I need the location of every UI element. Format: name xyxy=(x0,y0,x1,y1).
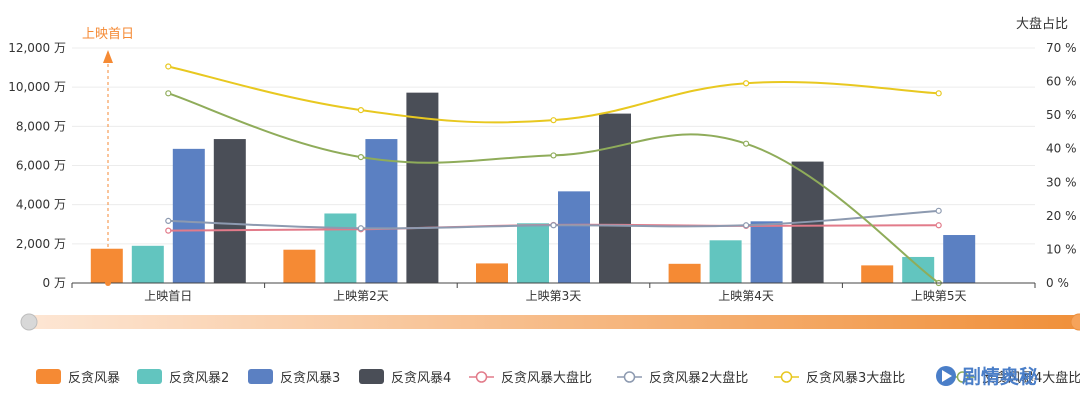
annotation-label: 上映首日 xyxy=(82,27,134,42)
line-point[interactable] xyxy=(550,117,557,124)
bar[interactable] xyxy=(324,213,357,283)
datazoom-slider[interactable] xyxy=(20,313,1080,331)
datazoom-end-handle[interactable] xyxy=(1070,313,1080,331)
legend-label[interactable]: 反贪风暴4 xyxy=(391,371,451,386)
bar[interactable] xyxy=(283,249,316,283)
x-axis-tick-label: 上映第5天 xyxy=(911,289,967,303)
watermark-text: 剧情奥秘 xyxy=(962,365,1038,388)
bar[interactable] xyxy=(750,221,783,283)
legend-swatch[interactable] xyxy=(359,369,384,384)
bar[interactable] xyxy=(558,191,590,283)
right-axis-name: 大盘占比 xyxy=(1016,16,1068,32)
annotation-anchor-dot xyxy=(105,280,111,286)
line-point[interactable] xyxy=(550,152,557,159)
bar[interactable] xyxy=(668,263,701,283)
right-axis-tick-label: 10 % xyxy=(1046,242,1077,256)
line-point[interactable] xyxy=(357,154,364,161)
bar[interactable] xyxy=(172,148,205,283)
bar[interactable] xyxy=(943,235,976,283)
legend-marker[interactable] xyxy=(780,371,793,383)
annotation-arrow-icon xyxy=(103,50,113,63)
bar[interactable] xyxy=(213,139,246,283)
line-point[interactable] xyxy=(935,90,942,97)
line-point[interactable] xyxy=(165,217,172,224)
datazoom-start-handle[interactable] xyxy=(20,313,38,331)
left-axis-tick-label: 12,000 万 xyxy=(8,41,66,55)
x-axis-tick-label: 上映第3天 xyxy=(526,289,582,303)
bar[interactable] xyxy=(861,265,894,283)
left-axis-tick-label: 6,000 万 xyxy=(16,159,66,173)
legend-label[interactable]: 反贪风暴2大盘比 xyxy=(649,370,748,386)
right-axis-tick-label: 20 % xyxy=(1046,209,1077,223)
legend-label[interactable]: 反贪风暴2 xyxy=(169,371,229,386)
line-point[interactable] xyxy=(742,80,750,87)
bar[interactable] xyxy=(406,92,439,284)
watermark: 剧情奥秘 xyxy=(936,365,1038,388)
series-line[interactable] xyxy=(168,65,939,124)
line-point[interactable] xyxy=(165,227,172,234)
legend-marker[interactable] xyxy=(475,371,488,383)
line-point[interactable] xyxy=(935,207,942,214)
line-point[interactable] xyxy=(165,63,172,70)
legend-label[interactable]: 反贪风暴大盘比 xyxy=(501,370,592,386)
x-axis-tick-label: 上映第4天 xyxy=(718,289,774,303)
bar[interactable] xyxy=(599,113,631,284)
left-axis-tick-label: 10,000 万 xyxy=(8,80,66,94)
line-point[interactable] xyxy=(742,140,750,147)
legend-swatch[interactable] xyxy=(248,369,273,384)
right-axis-tick-label: 30 % xyxy=(1046,175,1077,189)
line-point[interactable] xyxy=(357,225,364,232)
bar[interactable] xyxy=(365,139,398,283)
x-axis-tick-label: 上映首日 xyxy=(144,289,192,303)
bar[interactable] xyxy=(709,240,742,283)
first-day-annotation: 上映首日 xyxy=(82,27,134,286)
legend-marker[interactable] xyxy=(956,371,969,383)
line-point[interactable] xyxy=(935,222,942,229)
right-axis-tick-label: 60 % xyxy=(1046,75,1077,89)
left-axis-tick-label: 2,000 万 xyxy=(16,237,66,251)
legend: 反贪风暴 反贪风暴2 反贪风暴3 反贪风暴4 反贪风暴大盘比 反贪风暴2大盘比 反贪风暴3大… xyxy=(36,369,1080,386)
right-axis-tick-label: 0 % xyxy=(1046,276,1069,290)
line-point[interactable] xyxy=(357,107,364,114)
datazoom-track[interactable] xyxy=(28,315,1080,329)
right-axis-tick-label: 40 % xyxy=(1046,142,1077,156)
left-axis-tick-label: 0 万 xyxy=(43,276,66,290)
bar[interactable] xyxy=(476,263,508,283)
legend-label[interactable]: 反贪风暴4大盘比 xyxy=(982,370,1080,386)
play-triangle-icon xyxy=(942,370,952,382)
line-point[interactable] xyxy=(742,222,750,229)
line-point[interactable] xyxy=(550,222,557,229)
right-axis-tick-label: 50 % xyxy=(1046,108,1077,122)
legend-swatch[interactable] xyxy=(36,369,61,384)
left-axis-tick-label: 8,000 万 xyxy=(16,119,66,133)
line-point[interactable] xyxy=(165,90,172,97)
bar[interactable] xyxy=(517,223,549,283)
left-axis-tick-label: 4,000 万 xyxy=(16,198,66,212)
right-axis-tick-label: 70 % xyxy=(1046,41,1077,55)
x-axis-tick-label: 上映第2天 xyxy=(333,289,389,303)
legend-label[interactable]: 反贪风暴3大盘比 xyxy=(806,370,905,386)
bar[interactable] xyxy=(90,248,123,283)
bar[interactable] xyxy=(131,245,164,283)
legend-marker[interactable] xyxy=(623,371,636,383)
legend-label[interactable]: 反贪风暴 xyxy=(68,371,120,386)
legend-label[interactable]: 反贪风暴3 xyxy=(280,371,340,386)
bar[interactable] xyxy=(902,256,935,283)
legend-swatch[interactable] xyxy=(137,369,162,384)
